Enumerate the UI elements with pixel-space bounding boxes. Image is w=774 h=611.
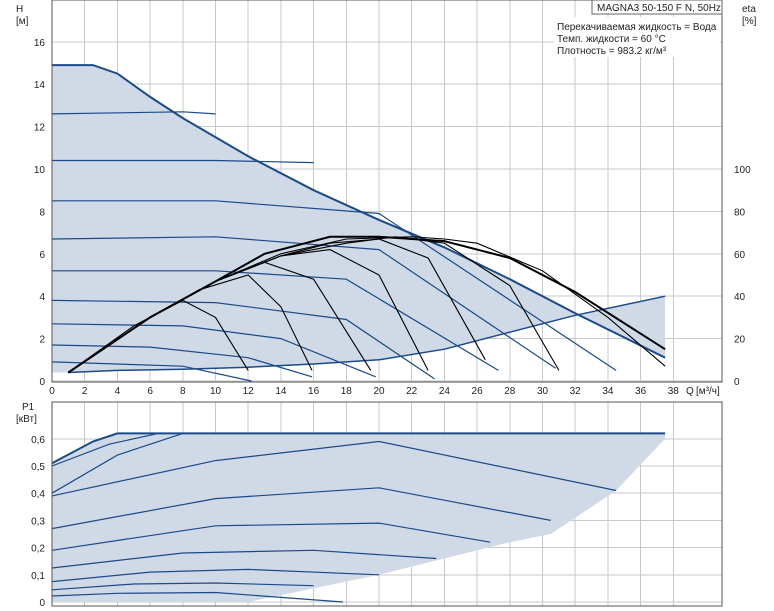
x-tick-label: 38 — [668, 386, 680, 397]
y-tick-label: 0 — [39, 377, 45, 388]
y-tick-label: 10 — [34, 165, 46, 176]
p1-tick-label: 0,3 — [31, 516, 45, 527]
y-tick-label: 16 — [34, 38, 46, 49]
power-curve-7 — [51, 432, 183, 494]
head-curve-4 — [52, 270, 499, 371]
bottom-tick-labels: 0 0,1 0,2 0,3 0,4 0,5 0,6 — [31, 435, 45, 609]
x-tick-label: 12 — [243, 386, 255, 397]
fluid-info-density: Плотность = 983.2 кг/м³ — [557, 46, 667, 57]
x-tick-label: 6 — [147, 386, 153, 397]
top-panel-frame — [51, 0, 723, 383]
x-tick-label: 0 — [49, 386, 55, 397]
x-axis-unit: [м³/ч] — [696, 386, 720, 397]
power-curve-8 — [51, 432, 159, 467]
p1-tick-label: 0,4 — [31, 489, 45, 500]
p1-tick-label: 0,5 — [31, 462, 45, 473]
p1-tick-label: 0,1 — [31, 571, 45, 582]
x-tick-label: 20 — [373, 386, 385, 397]
head-curve-1 — [51, 344, 313, 378]
x-tick-label: 36 — [635, 386, 647, 397]
head-curve-2 — [51, 323, 376, 378]
x-tick-label: 8 — [180, 386, 186, 397]
fluid-info-temperature: Темп. жидкости = 60 °C — [557, 34, 666, 45]
bottom-panel-frame — [51, 401, 723, 607]
p1-axis-unit: [кВт] — [16, 414, 37, 425]
title-box — [591, 0, 723, 15]
y-tick-label: 2 — [39, 335, 45, 346]
bottom-operating-area — [52, 433, 666, 602]
x-tick-label: 22 — [406, 386, 418, 397]
bottom-area-fill — [52, 433, 666, 602]
x-tick-label: 14 — [275, 386, 287, 397]
fluid-info-box — [554, 17, 720, 57]
power-curve-3 — [51, 549, 437, 569]
eta-curve-7 — [67, 299, 249, 373]
top-operating-area — [52, 65, 666, 373]
max-power-curve — [51, 432, 666, 465]
p1-tick-label: 0,2 — [31, 544, 45, 555]
power-curve-4 — [51, 522, 491, 551]
x-tick-label: 10 — [210, 386, 222, 397]
top-pump-curves — [51, 64, 666, 382]
x-tick-label: 30 — [537, 386, 549, 397]
x-tick-label: 28 — [504, 386, 516, 397]
y-tick-label: 4 — [39, 292, 45, 303]
head-curve-8 — [51, 111, 216, 115]
top-efficiency-curves — [67, 235, 666, 374]
y2-tick-label: 20 — [734, 335, 746, 346]
x-tick-label: 18 — [341, 386, 353, 397]
x-tick-label: 2 — [82, 386, 88, 397]
head-curve-7 — [52, 159, 314, 164]
min-head-curve — [68, 295, 666, 374]
y2-tick-label: 100 — [734, 165, 751, 176]
p1-tick-label: 0,6 — [31, 435, 45, 446]
y-tick-label: 8 — [39, 207, 45, 218]
x-tick-label: 26 — [472, 386, 484, 397]
fluid-info-liquid: Перекачиваемая жидкость = Вода — [557, 22, 717, 33]
power-curve-6 — [51, 440, 617, 497]
y2-axis-label: eta — [742, 4, 756, 15]
y-axis-unit: [м] — [16, 16, 29, 27]
x-axis-label: Q — [686, 386, 694, 397]
y-axis-label: H — [16, 4, 23, 15]
top-area-fill — [52, 65, 666, 373]
eta-curve-6 — [67, 274, 313, 373]
head-curve-5 — [51, 236, 556, 369]
y2-tick-label: 40 — [734, 292, 746, 303]
y-tick-label: 14 — [34, 80, 46, 91]
y2-tick-label: 80 — [734, 207, 746, 218]
p1-tick-label: 0 — [39, 598, 45, 609]
x-tick-label: 16 — [308, 386, 320, 397]
y-tick-label: 6 — [39, 250, 45, 261]
power-curve-5 — [51, 487, 551, 530]
head-curve-3 — [51, 299, 435, 380]
max-head-curve — [52, 64, 666, 359]
y-tick-label: 12 — [34, 123, 46, 134]
power-curve-1 — [51, 582, 314, 591]
power-curve-2 — [51, 568, 380, 583]
x-tick-label: 24 — [439, 386, 451, 397]
top-tick-labels: 0 2 4 6 8 10 12 14 16 18 20 22 24 26 28 30 32 34 36 3802468… — [34, 38, 751, 397]
chart-title: MAGNA3 50-150 F N, 50Hz — [597, 3, 721, 14]
p1-axis-label: P1 — [22, 402, 35, 413]
y2-tick-label: 0 — [734, 377, 740, 388]
x-tick-label: 34 — [602, 386, 614, 397]
y2-axis-unit: [%] — [742, 16, 757, 27]
x-tick-label: 4 — [115, 386, 121, 397]
x-tick-label: 32 — [570, 386, 582, 397]
bottom-power-curves — [51, 432, 666, 603]
head-curve-0 — [51, 361, 252, 382]
y2-tick-label: 60 — [734, 250, 746, 261]
head-curve-6 — [52, 200, 617, 371]
power-curve-0 — [51, 591, 344, 603]
